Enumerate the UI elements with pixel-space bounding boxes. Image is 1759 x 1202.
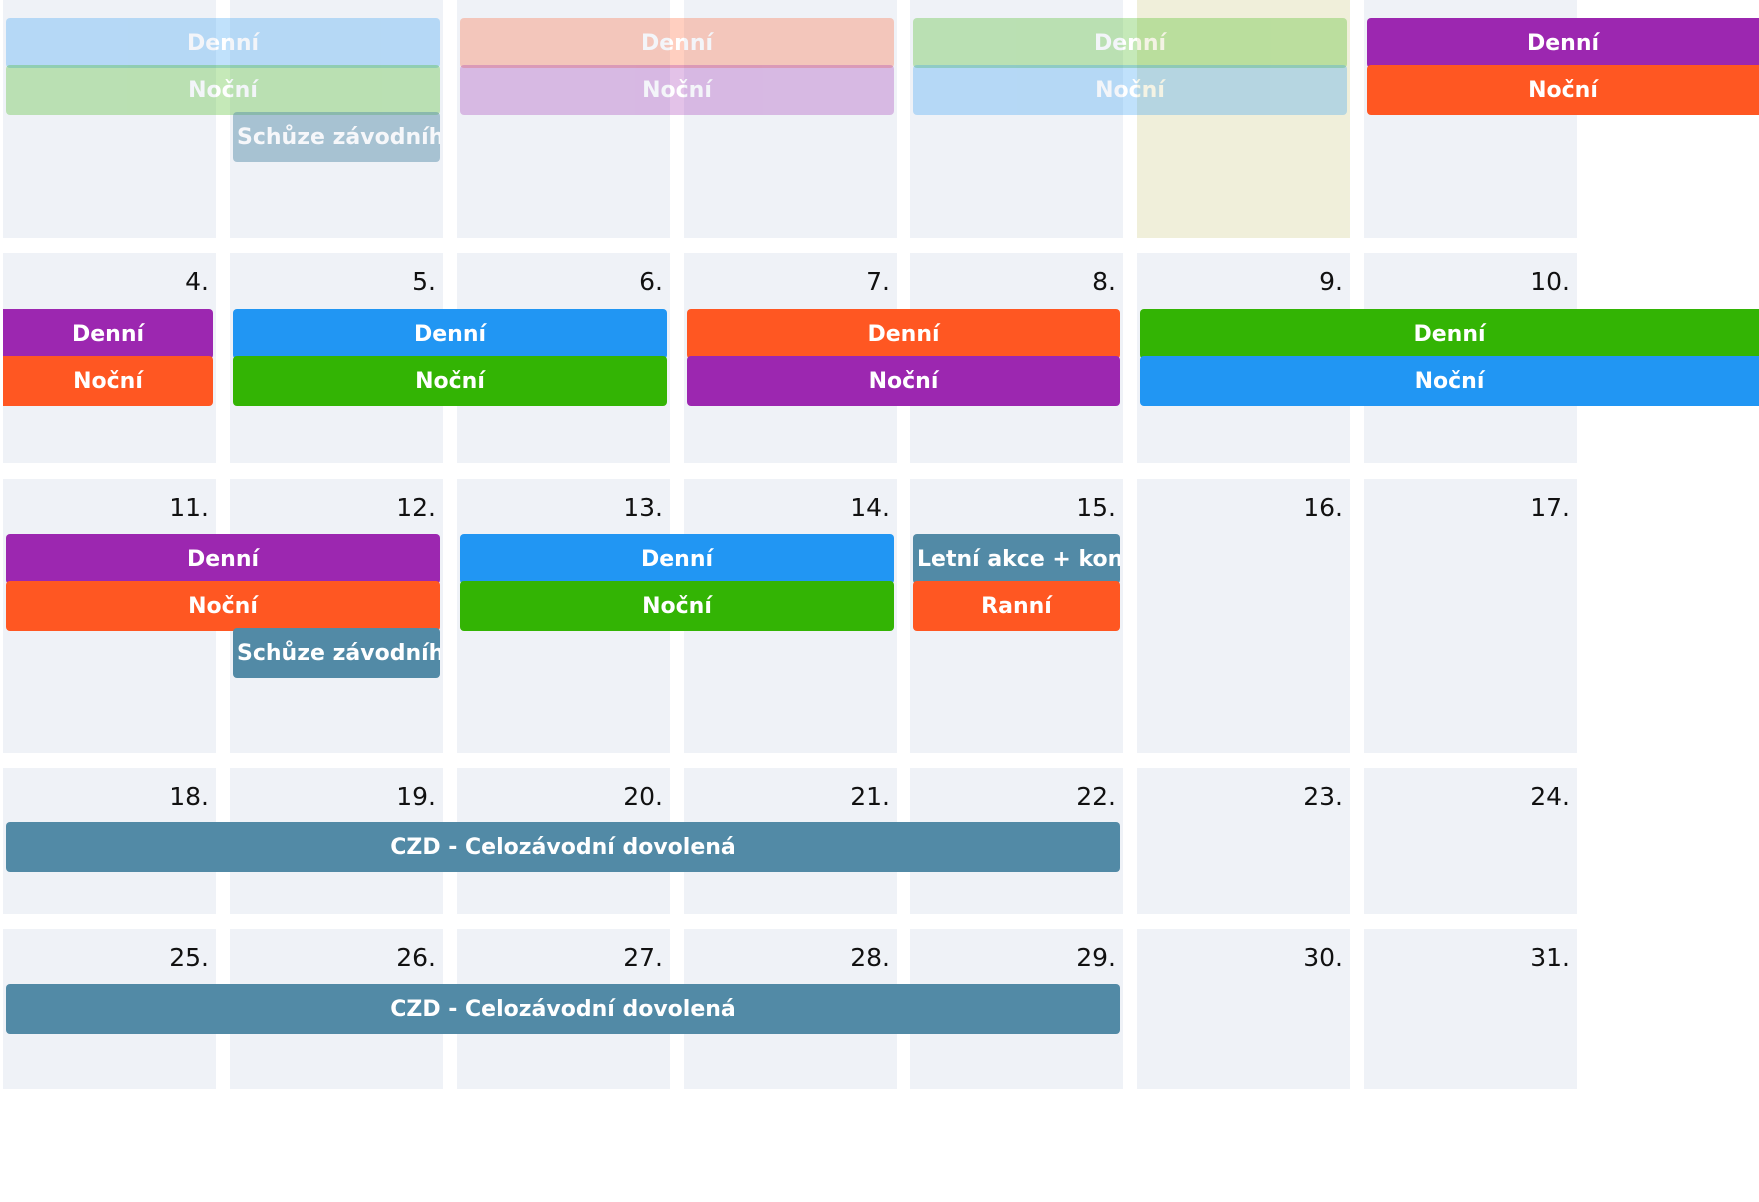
day-number[interactable]: 9. [1319, 267, 1343, 296]
event-bar[interactable]: Schůze závodního výboru [233, 112, 440, 162]
day-number[interactable]: 7. [866, 267, 890, 296]
day-cell[interactable]: 17. [1364, 479, 1577, 753]
event-bar[interactable]: Noční [460, 65, 894, 115]
event-bar[interactable]: Denní [6, 534, 440, 584]
day-cell[interactable] [1137, 0, 1350, 238]
event-bar[interactable]: Denní [1367, 18, 1759, 68]
event-label: Denní [867, 321, 940, 347]
event-bar[interactable]: Noční [460, 581, 894, 631]
day-number[interactable]: 20. [623, 782, 663, 811]
day-number[interactable]: 13. [623, 493, 663, 522]
day-number[interactable]: 27. [623, 943, 663, 972]
event-bar[interactable]: Noční [233, 356, 667, 406]
event-label: Noční [73, 368, 143, 394]
day-cell[interactable]: 23. [1137, 768, 1350, 914]
event-label: CZD - Celozávodní dovolená [390, 996, 736, 1022]
event-bar[interactable]: Noční [1367, 65, 1759, 115]
day-number[interactable]: 29. [1076, 943, 1116, 972]
day-cell[interactable]: 24. [1364, 768, 1577, 914]
day-number[interactable]: 12. [396, 493, 436, 522]
day-number[interactable]: 15. [1076, 493, 1116, 522]
day-number[interactable]: 6. [639, 267, 663, 296]
day-cell[interactable]: 16. [1137, 479, 1350, 753]
event-label: Ranní [981, 593, 1052, 619]
event-bar[interactable]: Denní [687, 309, 1120, 359]
event-bar[interactable]: Ranní [913, 581, 1120, 631]
event-label: Noční [868, 368, 939, 394]
day-number[interactable]: 28. [850, 943, 890, 972]
day-number[interactable]: 21. [850, 782, 890, 811]
event-label: Noční [1528, 77, 1598, 103]
event-bar[interactable]: CZD - Celozávodní dovolená [6, 984, 1120, 1034]
event-bar[interactable]: Denní [233, 309, 667, 359]
event-label: Denní [1526, 30, 1600, 56]
day-number[interactable]: 8. [1092, 267, 1116, 296]
event-label: Noční [188, 593, 258, 619]
event-label: Denní [186, 30, 260, 56]
day-cell[interactable] [684, 0, 897, 238]
event-bar[interactable]: Noční [3, 356, 213, 406]
event-label: Schůze závodního výboru [237, 124, 440, 150]
day-number[interactable]: 19. [396, 782, 436, 811]
event-label: Denní [1093, 30, 1167, 56]
event-bar[interactable]: Denní [1140, 309, 1759, 359]
day-number[interactable]: 10. [1530, 267, 1570, 296]
event-label: Denní [186, 546, 260, 572]
event-bar[interactable]: Denní [460, 534, 894, 584]
event-label: CZD - Celozávodní dovolená [390, 834, 736, 860]
day-cell[interactable]: 31. [1364, 929, 1577, 1089]
day-number[interactable]: 31. [1530, 943, 1570, 972]
event-bar[interactable]: Schůze závodního výboru [233, 628, 440, 678]
event-bar[interactable]: Denní [3, 309, 213, 359]
event-label: Noční [1414, 368, 1485, 394]
day-cell[interactable]: 30. [1137, 929, 1350, 1089]
event-label: Noční [642, 593, 712, 619]
day-cell[interactable] [230, 0, 443, 238]
event-label: Denní [1413, 321, 1486, 347]
day-number[interactable]: 30. [1303, 943, 1343, 972]
day-number[interactable]: 23. [1303, 782, 1343, 811]
event-bar[interactable]: Noční [687, 356, 1120, 406]
event-bar[interactable]: Denní [913, 18, 1347, 68]
day-number[interactable]: 24. [1530, 782, 1570, 811]
day-cell[interactable] [3, 0, 216, 238]
event-bar[interactable]: Noční [1140, 356, 1759, 406]
event-bar[interactable]: Noční [6, 65, 440, 115]
event-bar[interactable]: CZD - Celozávodní dovolená [6, 822, 1120, 872]
day-number[interactable]: 16. [1303, 493, 1343, 522]
day-cell[interactable] [457, 0, 670, 238]
event-label: Schůze závodního výboru [237, 640, 440, 666]
event-bar[interactable]: Denní [460, 18, 894, 68]
day-number[interactable]: 18. [169, 782, 209, 811]
event-label: Denní [71, 321, 145, 347]
event-label: Letní akce + konference [917, 546, 1120, 572]
day-number[interactable]: 22. [1076, 782, 1116, 811]
day-number[interactable]: 5. [412, 267, 436, 296]
event-label: Noční [642, 77, 712, 103]
event-label: Denní [640, 546, 714, 572]
day-number[interactable]: 25. [169, 943, 209, 972]
day-number[interactable]: 11. [169, 493, 209, 522]
event-label: Noční [415, 368, 485, 394]
event-label: Noční [188, 77, 258, 103]
event-bar[interactable]: Letní akce + konference [913, 534, 1120, 584]
day-number[interactable]: 4. [185, 267, 209, 296]
event-label: Denní [413, 321, 487, 347]
day-number[interactable]: 14. [850, 493, 890, 522]
day-number[interactable]: 17. [1530, 493, 1570, 522]
day-number[interactable]: 26. [396, 943, 436, 972]
event-bar[interactable]: Noční [6, 581, 440, 631]
event-bar[interactable]: Noční [913, 65, 1347, 115]
event-label: Noční [1095, 77, 1165, 103]
event-label: Denní [640, 30, 714, 56]
event-bar[interactable]: Denní [6, 18, 440, 68]
day-cell[interactable] [910, 0, 1123, 238]
